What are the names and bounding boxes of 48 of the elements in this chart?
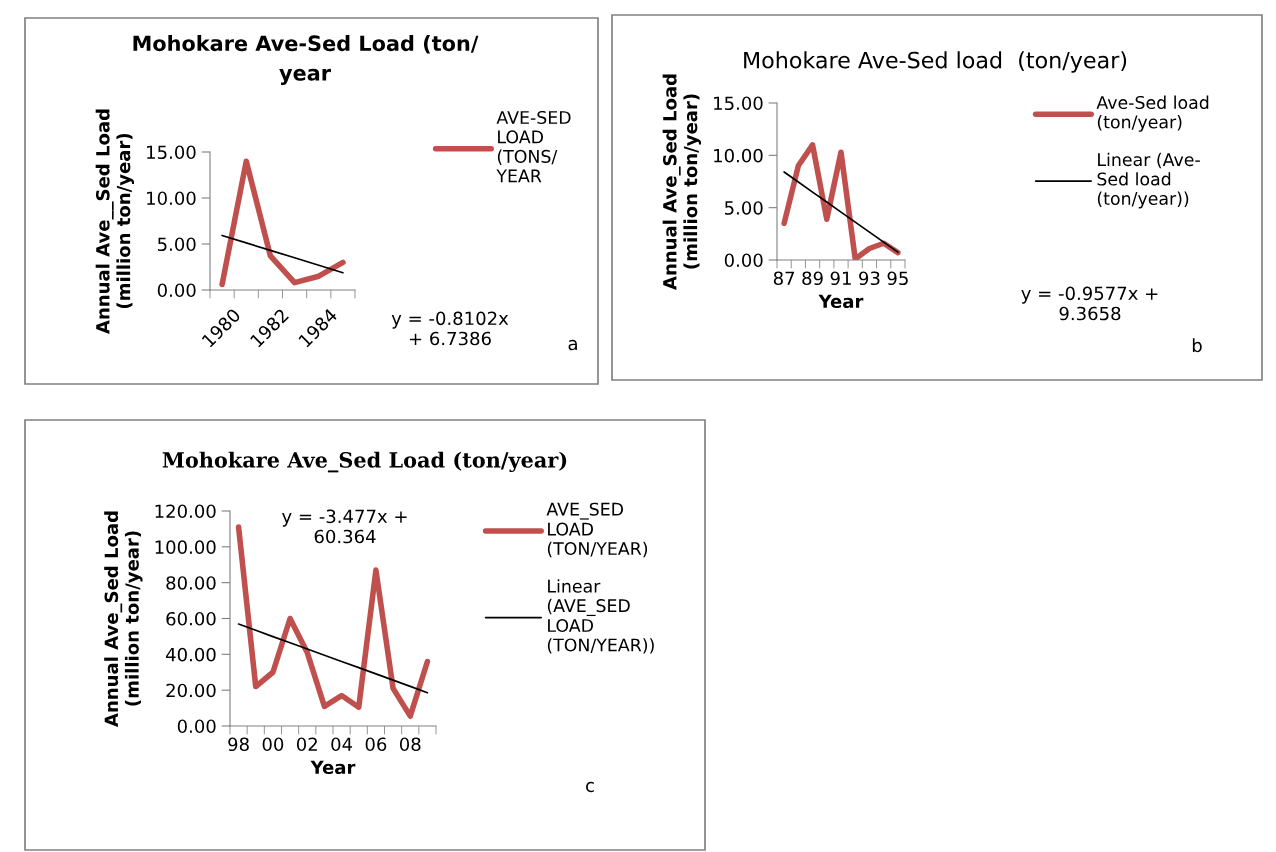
x-tick-label: 91 [830, 271, 851, 286]
y-tick-label: 60.00 [166, 611, 216, 626]
y-tick-label: 80.00 [166, 576, 216, 590]
text: c [586, 781, 594, 793]
x-tick-label: 00 [262, 737, 284, 752]
legend-label: Linear (Ave- Sed load (ton/year)) [1097, 152, 1200, 209]
x-tick-label: 98 [228, 737, 249, 752]
text: a [568, 339, 577, 351]
x-tick-label: 95 [887, 271, 908, 286]
x-tick-label: 93 [859, 271, 880, 286]
legend-label: Linear (AVE_SED LOAD (TON/YEAR)) [547, 579, 654, 654]
x-axis-title: Year [310, 760, 356, 775]
x-axis-title: Year [818, 294, 864, 309]
text: y = -0.8102x + 6.7386 [391, 311, 509, 346]
chart-title: Mohokare Ave_Sed Load (ton/year) [162, 451, 567, 473]
chart-title: Mohokare Ave-Sed load (ton/year) [744, 51, 1127, 73]
legend-label: AVE-SED LOAD (TONS/ YEAR [496, 110, 571, 183]
line-series [237, 623, 429, 694]
x-tick-label: 89 [802, 271, 823, 286]
y-tick-label: 40.00 [166, 647, 216, 662]
chart-title: Mohokare Ave-Sed Load (ton/ year [133, 35, 479, 85]
y-tick-label: 10.00 [147, 191, 196, 206]
y-tick-label: 5.00 [725, 201, 763, 215]
y-axis-title: Annual Ave_Sed Load (million ton/year) [104, 511, 143, 727]
x-tick-label: 06 [365, 737, 387, 752]
legend-label: Ave-Sed load (ton/year) [1096, 95, 1209, 132]
y-tick-label: 15.00 [714, 96, 763, 111]
y-tick-label: 10.00 [714, 148, 763, 163]
line-series [221, 234, 344, 274]
x-tick-label: 04 [331, 737, 353, 752]
y-axis-title: Annual Ave_Sed Load (million ton/year) [662, 74, 701, 290]
y-tick-label: 20.00 [166, 683, 216, 698]
y-tick-label: 0.00 [177, 719, 216, 734]
y-tick-label: 0.00 [724, 253, 763, 268]
y-tick-label: 100.00 [155, 540, 216, 554]
y-tick-label: 120.00 [155, 504, 216, 519]
y-tick-label: 5.00 [158, 237, 196, 252]
y-axis-title: Annual Ave__Sed Load (million ton/year) [95, 109, 134, 334]
x-tick-label: 02 [296, 737, 317, 752]
y-tick-label: 0.00 [157, 283, 196, 298]
line-series [783, 171, 899, 253]
legend-label: AVE_SED LOAD (TON/YEAR) [546, 502, 648, 558]
y-tick-label: 15.00 [147, 145, 196, 160]
x-tick-label: 87 [773, 271, 795, 286]
annotation: y = -3.477x + 60.364 [282, 509, 407, 544]
text: y = -0.9577x + 9.3658 [1021, 286, 1158, 321]
x-tick-label: 08 [399, 737, 421, 752]
text: b [1192, 338, 1202, 353]
